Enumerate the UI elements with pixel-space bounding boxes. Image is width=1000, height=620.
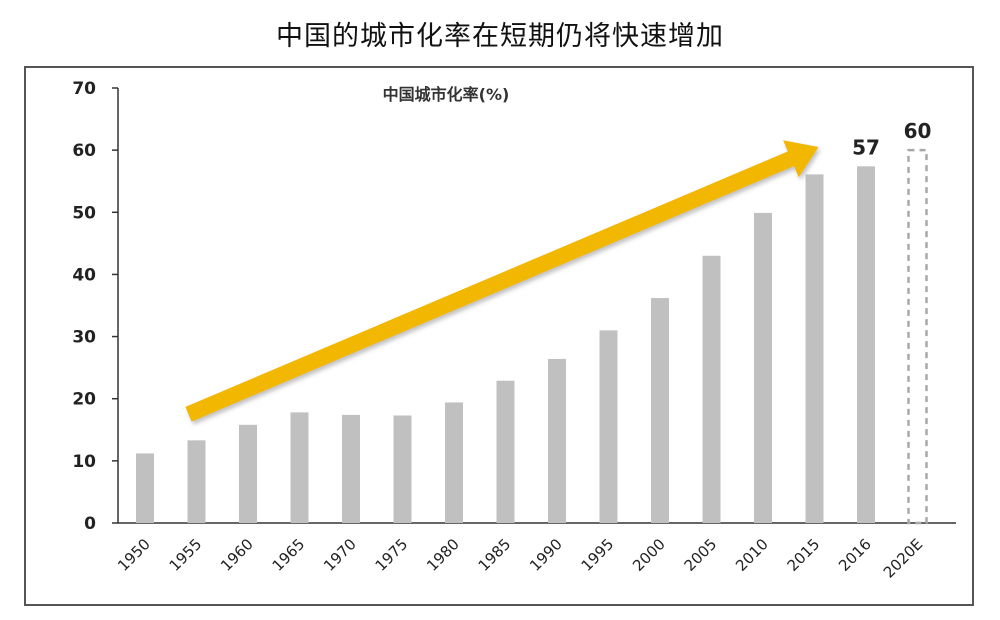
bar-1965: [290, 412, 309, 523]
bar-2005: [702, 255, 721, 524]
bar-2020e: [907, 148, 928, 525]
bar-1955: [187, 440, 206, 523]
y-tick-label: 70: [72, 79, 96, 99]
x-tick-label: 2020E: [880, 535, 926, 581]
x-tick-label: 2000: [629, 535, 669, 575]
bar-2016: [857, 166, 875, 524]
x-tick-label: 2015: [784, 535, 824, 575]
bar-1980: [445, 402, 463, 523]
x-tick-label: 1995: [578, 535, 618, 575]
bar-2010: [754, 212, 772, 523]
y-tick-label: 20: [72, 390, 96, 410]
chart-frame: 中国城市化率(%) 0 10 20 30 40 50 60 70 1950 1955 1960 196…: [24, 66, 974, 606]
plot-area: 0 10 20 30 40 50 60 70 1950 1955 1960 1965 1970 1975 1…: [72, 79, 956, 582]
x-tick-label: 2010: [732, 535, 772, 575]
y-tick-label: 60: [72, 141, 96, 161]
bar-1950: [136, 453, 154, 523]
page-title: 中国的城市化率在短期仍将快速增加: [276, 21, 724, 52]
x-tick-label: 1975: [372, 535, 412, 575]
x-tick-label: 1990: [526, 535, 566, 575]
bar-1990: [548, 358, 566, 523]
bar-1960: [239, 424, 257, 523]
x-tick-label: 1970: [320, 535, 360, 575]
x-tick-label: 1985: [475, 535, 515, 575]
x-tick-label: 1950: [114, 535, 154, 575]
x-tick-label: 1960: [217, 535, 257, 575]
bar-chart: 中国城市化率(%) 0 10 20 30 40 50 60 70 1950 1955 1960 196…: [72, 79, 956, 582]
y-tick-label: 30: [72, 328, 96, 348]
trend-arrow: [185, 140, 819, 422]
data-label-2020e: 60: [904, 119, 932, 143]
x-tick-label: 1965: [269, 535, 309, 575]
bar-2015: [805, 174, 824, 523]
x-tick-label: 2016: [835, 535, 875, 575]
bar-1975: [393, 415, 412, 523]
bar-1995: [599, 330, 618, 523]
bar-1970: [342, 414, 360, 523]
data-label-2016: 57: [852, 135, 880, 159]
x-tick-label: 1980: [423, 535, 463, 575]
x-tick-label: 1955: [166, 535, 206, 575]
y-tick-label: 50: [72, 203, 96, 223]
chart-title: 中国城市化率(%): [383, 85, 510, 104]
y-tick-label: 10: [72, 452, 96, 472]
y-tick-label: 0: [84, 514, 96, 534]
y-tick-label: 40: [72, 265, 96, 285]
x-tick-label: 2005: [681, 535, 721, 575]
bar-1985: [496, 380, 515, 523]
bar-2000: [651, 298, 669, 523]
